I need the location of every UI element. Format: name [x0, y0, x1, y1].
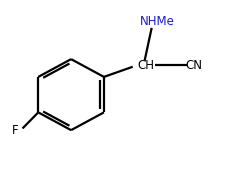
Text: CN: CN	[186, 59, 203, 71]
Text: CH: CH	[137, 59, 154, 71]
Text: F: F	[12, 124, 19, 137]
Text: NHMe: NHMe	[140, 15, 175, 28]
